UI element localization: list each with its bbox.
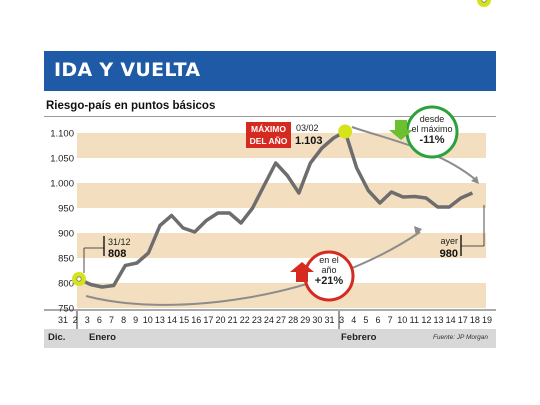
x-tick-label: 20: [215, 315, 225, 325]
x-tick-label: 23: [252, 315, 262, 325]
from-max-callout: desde el máximo -11%: [402, 114, 462, 147]
max-label-box: [246, 122, 291, 148]
x-tick-label: 7: [388, 315, 393, 325]
subtitle-divider: [44, 116, 496, 117]
x-tick-label: 27: [276, 315, 286, 325]
max-point-marker: [338, 124, 353, 139]
x-axis-ticks: 31 2 3 6 7 8 9 10 13 14 15 16 17 20 21 22 23 24 27 28 29 30 31…: [44, 309, 496, 348]
up-arrow-icon: [290, 262, 314, 282]
source-note: Fuente: JP Morgan: [432, 334, 488, 341]
risk-line: [78, 129, 474, 289]
y-tick-label: 750: [58, 304, 74, 315]
x-tick-label: 4: [351, 315, 356, 325]
x-tick-label: 14: [167, 315, 177, 325]
year-trend-arrow: [85, 231, 421, 306]
x-tick-label: 12: [421, 315, 431, 325]
x-tick-label: 28: [288, 315, 298, 325]
chart-band: [77, 233, 486, 258]
month-label-enero: Enero: [89, 332, 116, 343]
x-tick-label: 6: [375, 315, 380, 325]
from-max-value: -11%: [419, 134, 445, 146]
chart-bands: [77, 133, 486, 308]
x-tick-label: 17: [458, 315, 468, 325]
x-tick-label: 17: [203, 315, 213, 325]
x-tick-label: 3: [85, 315, 90, 325]
x-tick-label: 16: [191, 315, 201, 325]
month-label-dic: Dic.: [48, 332, 66, 343]
y-tick-label: 850: [58, 254, 74, 265]
max-label-line2: DEL AÑO: [250, 136, 288, 146]
x-tick-label: 18: [470, 315, 480, 325]
month-label-febrero: Febrero: [341, 332, 377, 343]
x-tick-label: 31: [58, 315, 68, 325]
chart-band: [77, 183, 486, 208]
x-tick-label: 7: [109, 315, 114, 325]
x-tick-label: 30: [312, 315, 322, 325]
max-trend-arrowhead: [471, 176, 479, 184]
y-axis-ticks: 750 800 850 900 950 1.000 1.050 1.100: [50, 129, 74, 315]
x-tick-label: 3: [339, 315, 344, 325]
y-tick-label: 950: [58, 204, 74, 215]
y-tick-label: 900: [58, 229, 74, 240]
x-tick-label: 13: [434, 315, 444, 325]
y-tick-label: 1.100: [50, 129, 74, 140]
x-tick-label: 19: [482, 315, 492, 325]
year-change-line1: en el: [319, 255, 339, 265]
from-max-line2: el máximo: [411, 124, 453, 134]
down-arrow-icon: [389, 120, 413, 140]
series-line: [78, 129, 474, 289]
year-change-callout: en el año +21%: [306, 255, 352, 288]
x-tick-label: 29: [300, 315, 310, 325]
x-tick-label: 10: [143, 315, 153, 325]
x-tick-label: 6: [97, 315, 102, 325]
header-title: IDA Y VUELTA: [54, 59, 201, 81]
max-label-line1: MÁXIMO: [251, 124, 286, 134]
header-bar: IDA Y VUELTA: [44, 51, 496, 91]
x-tick-label: 22: [240, 315, 250, 325]
start-value: 808: [108, 248, 126, 260]
year-change-value: +21%: [314, 275, 344, 287]
max-date: 03/02: [296, 123, 319, 133]
year-trend-arrowhead: [414, 226, 422, 236]
x-tick-label: 21: [228, 315, 238, 325]
end-point-dot: [481, 0, 487, 3]
y-tick-label: 1.050: [50, 154, 74, 165]
x-tick-label: 10: [397, 315, 407, 325]
x-tick-label: 11: [410, 315, 419, 325]
x-axis-footer: Dic. Enero Febrero Fuente: JP Morgan: [44, 329, 496, 348]
start-date: 31/12: [108, 237, 131, 247]
x-tick-label: 14: [446, 315, 456, 325]
x-tick-label: 31: [325, 315, 335, 325]
year-change-line2: año: [321, 265, 337, 275]
start-point-dot: [76, 276, 82, 282]
chart-subtitle: Riesgo-país en puntos básicos: [46, 100, 216, 112]
x-tick-label: 9: [133, 315, 138, 325]
x-tick-label: 24: [264, 315, 274, 325]
max-value: 1.103: [295, 135, 323, 147]
y-tick-label: 800: [58, 279, 74, 290]
y-tick-label: 1.000: [50, 179, 74, 190]
end-date: ayer: [440, 236, 458, 246]
from-max-line1: desde: [419, 114, 445, 124]
end-point-marker: [477, 0, 491, 7]
x-tick-label: 15: [179, 315, 189, 325]
end-value: 980: [440, 248, 458, 260]
x-tick-label: 5: [363, 315, 368, 325]
x-tick-label: 8: [121, 315, 126, 325]
x-tick-label: 2: [73, 315, 78, 325]
x-tick-label: 13: [155, 315, 165, 325]
